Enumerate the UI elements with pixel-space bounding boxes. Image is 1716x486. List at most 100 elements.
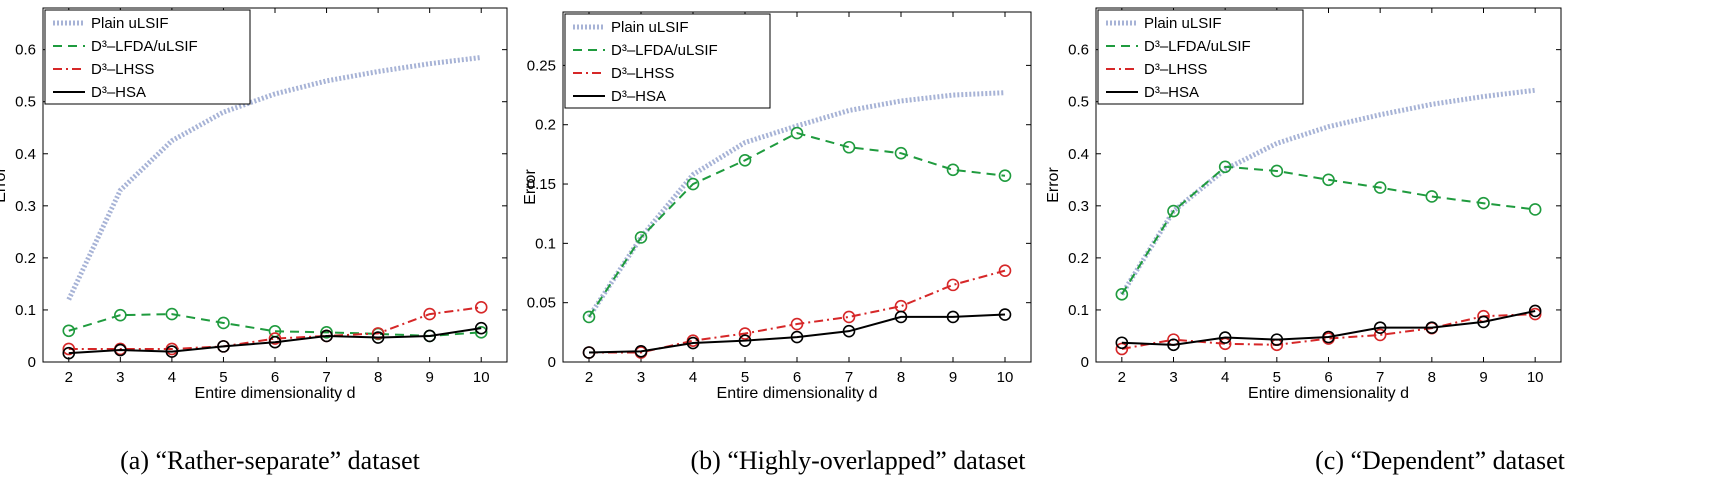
x-tick-label: 5 xyxy=(1273,369,1281,386)
data-point xyxy=(1115,288,1129,301)
data-point xyxy=(62,324,76,338)
data-point xyxy=(62,342,76,356)
y-tick-label: 0.4 xyxy=(1068,146,1089,163)
data-point xyxy=(998,169,1012,183)
data-point xyxy=(582,310,596,324)
legend-label: D³–LFDA/uLSIF xyxy=(611,42,718,59)
legend-label: D³–HSA xyxy=(91,84,146,101)
data-point xyxy=(1167,338,1180,352)
data-point xyxy=(790,126,804,140)
data-point xyxy=(1115,336,1129,350)
x-tick-label: 10 xyxy=(1527,369,1544,386)
y-tick-label: 0.1 xyxy=(15,302,36,319)
y-tick-label: 0.15 xyxy=(527,176,556,193)
x-tick-label: 4 xyxy=(1221,369,1229,386)
x-tick-label: 2 xyxy=(1118,369,1126,386)
data-point xyxy=(738,154,752,167)
data-point xyxy=(268,335,282,349)
y-tick-label: 0.4 xyxy=(15,146,36,163)
data-point xyxy=(634,231,648,244)
data-point xyxy=(998,264,1012,277)
data-point xyxy=(268,332,282,345)
data-point xyxy=(894,310,908,324)
legend-label: D³–HSA xyxy=(611,88,666,105)
series-line-1 xyxy=(66,54,482,301)
data-point xyxy=(474,301,488,314)
legend-label: D³–HSA xyxy=(1144,84,1199,101)
data-point xyxy=(320,326,333,339)
series-line-3 xyxy=(68,306,482,350)
data-point xyxy=(738,327,752,340)
y-tick-label: 0.1 xyxy=(1068,302,1089,319)
data-point xyxy=(474,321,488,335)
caption-c: (c) “Dependent” dataset xyxy=(1315,446,1565,475)
x-tick-label: 10 xyxy=(473,369,490,386)
y-axis-label: Error xyxy=(1045,167,1062,203)
data-point xyxy=(371,327,385,340)
data-point xyxy=(998,308,1012,321)
caption-b: (b) “Highly-overlapped” dataset xyxy=(690,446,1026,475)
y-tick-label: 0.2 xyxy=(535,117,556,134)
chart-panel-2: 2 3 4 5 6 7 8 9 10 0 0.05 0.1 0.15 0.2 0.25 Entire dime… xyxy=(522,11,1032,402)
data-point xyxy=(1528,203,1542,216)
y-axis-label: Error xyxy=(0,167,9,203)
y-tick-label: 0.5 xyxy=(1068,94,1089,111)
y-tick-label: 0.6 xyxy=(15,42,36,59)
data-point xyxy=(165,345,179,358)
legend-box xyxy=(1097,9,1304,105)
y-tick-label: 0 xyxy=(28,354,36,371)
x-tick-label: 2 xyxy=(65,369,73,386)
data-point xyxy=(1270,333,1284,346)
series-line-2 xyxy=(1120,165,1536,295)
legend-box xyxy=(564,13,771,109)
x-tick-label: 8 xyxy=(897,369,905,386)
data-point xyxy=(1218,160,1232,174)
data-point xyxy=(790,330,804,344)
legend-label: Plain uLSIF xyxy=(91,15,169,32)
data-point xyxy=(1477,315,1490,329)
data-point xyxy=(1270,164,1284,178)
x-tick-label: 8 xyxy=(1428,369,1436,386)
series-line-4 xyxy=(588,313,1006,354)
x-tick-label: 6 xyxy=(793,369,801,386)
series-line-4 xyxy=(1121,310,1536,346)
data-point xyxy=(842,324,856,338)
x-axis-label: Entire dimensionality d xyxy=(195,385,356,402)
data-point xyxy=(634,345,648,358)
data-point xyxy=(165,307,179,321)
series-line-4 xyxy=(68,327,482,355)
data-point xyxy=(114,343,127,357)
data-point xyxy=(1425,190,1439,203)
x-axis-label: Entire dimensionality d xyxy=(717,385,878,402)
data-point xyxy=(1528,304,1542,318)
y-tick-label: 0.25 xyxy=(527,57,556,74)
x-tick-label: 7 xyxy=(322,369,330,386)
data-point xyxy=(474,326,488,339)
data-point xyxy=(842,310,856,324)
data-point xyxy=(1322,173,1335,187)
x-tick-label: 9 xyxy=(1479,369,1487,386)
data-point xyxy=(842,140,856,154)
x-tick-label: 4 xyxy=(168,369,176,386)
y-tick-label: 0.2 xyxy=(1068,250,1089,267)
data-point xyxy=(1373,181,1387,194)
series-line-2 xyxy=(588,131,1006,318)
data-point xyxy=(1425,321,1439,334)
y-tick-label: 0.3 xyxy=(1068,198,1089,215)
data-point xyxy=(738,334,752,347)
data-point xyxy=(946,163,960,177)
data-point xyxy=(217,316,230,330)
data-point xyxy=(946,278,960,292)
data-point xyxy=(686,177,700,191)
x-tick-label: 6 xyxy=(1324,369,1332,386)
y-tick-label: 0.05 xyxy=(527,295,556,312)
x-tick-label: 8 xyxy=(374,369,382,386)
y-tick-label: 0.6 xyxy=(1068,42,1089,59)
data-point xyxy=(423,329,436,343)
x-tick-label: 7 xyxy=(1376,369,1384,386)
series-line-1 xyxy=(586,90,1006,319)
x-tick-label: 5 xyxy=(741,369,749,386)
x-tick-label: 3 xyxy=(1169,369,1177,386)
chart-panel-1: 2 3 4 5 6 7 8 9 10 0 0.1 0.2 0.3 0.4 0.5 0.6 Entire dime… xyxy=(0,7,508,402)
